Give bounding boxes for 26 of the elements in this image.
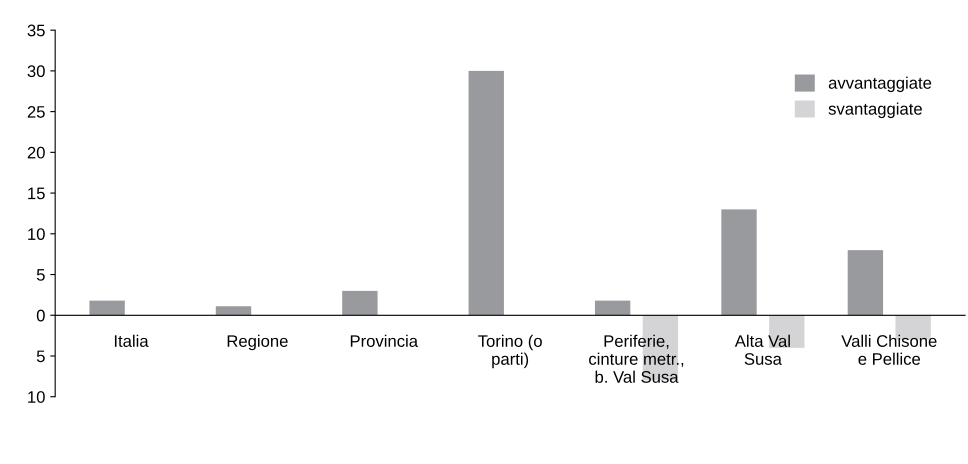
legend-label: svantaggiate	[828, 102, 922, 118]
x-tick-label: Regione	[228, 334, 288, 350]
bar	[848, 250, 884, 316]
bar	[721, 209, 757, 316]
legend-label: avvantaggiate	[828, 76, 932, 92]
x-tick-label: Periferie, cinture metr., b. Val Susa	[589, 334, 684, 383]
bar	[769, 315, 804, 348]
y-tick-label: 35	[28, 24, 45, 36]
bar	[468, 70, 504, 316]
y-tick-label: 5	[36, 269, 45, 281]
x-tick-label: Alta Val Susa	[734, 334, 790, 365]
bar	[342, 290, 378, 316]
y-tick-label: 25	[28, 106, 45, 118]
x-tick-label: Italia	[114, 334, 149, 347]
x-tick-label: Valli Chisone e Pellice	[841, 334, 937, 365]
bar	[89, 300, 125, 316]
y-tick-label: 5	[36, 350, 45, 362]
y-tick-label: 20	[28, 146, 45, 159]
bar	[594, 300, 630, 316]
y-tick-label: 10	[28, 391, 45, 403]
y-tick-label: 0	[36, 310, 45, 322]
y-tick-label: 30	[28, 65, 45, 78]
y-tick-label: 10	[28, 228, 45, 240]
y-tick-label: 15	[28, 188, 45, 200]
x-tick-label: Provincia	[350, 334, 418, 347]
x-tick-label: Torino (o parti)	[478, 334, 542, 368]
